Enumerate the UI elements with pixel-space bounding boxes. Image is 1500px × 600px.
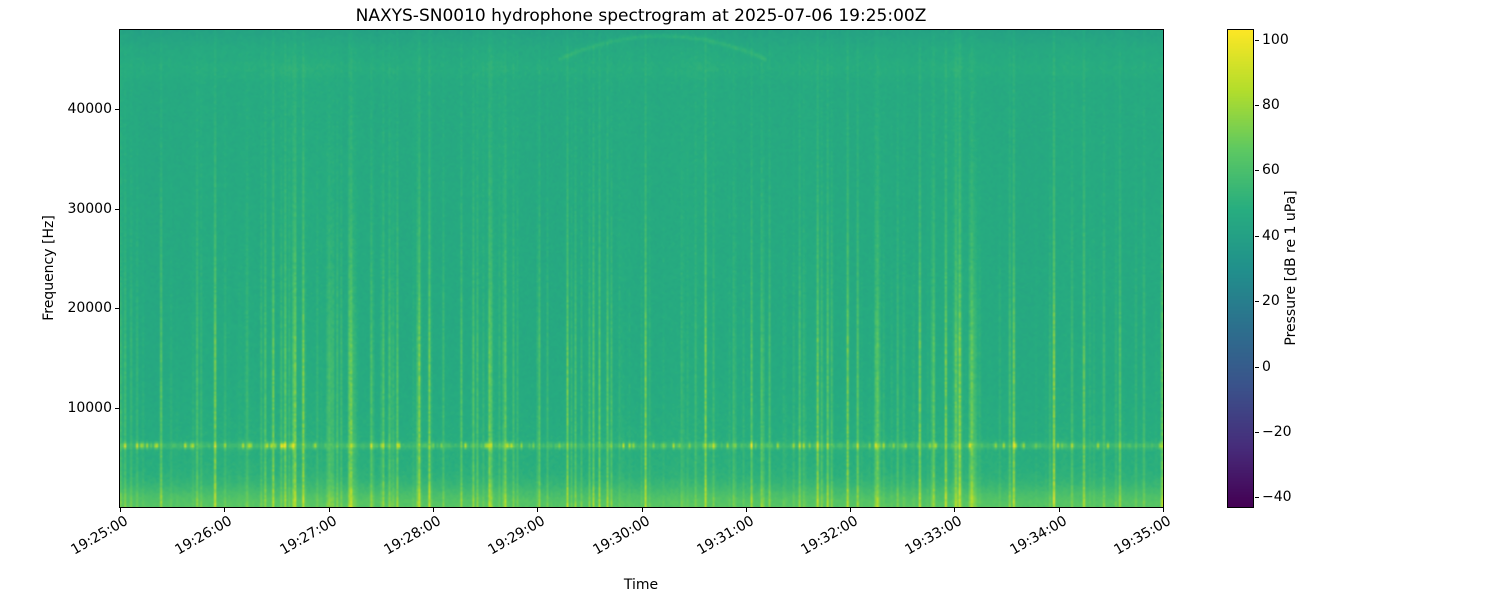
x-tick-label: 19:27:00 (277, 513, 340, 559)
x-tick-label: 19:31:00 (694, 513, 757, 559)
y-tick-label: 40000 (67, 101, 112, 117)
x-tick-label: 19:30:00 (590, 513, 653, 559)
colorbar-tick-label: 40 (1262, 228, 1280, 244)
colorbar-tick-mark (1255, 497, 1259, 498)
colorbar-tick-label: 60 (1262, 162, 1280, 178)
x-axis-label: Time (623, 577, 659, 593)
x-tick-label: 19:33:00 (902, 513, 965, 559)
y-tick-mark (115, 308, 119, 309)
x-tick-label: 19:35:00 (1111, 513, 1174, 559)
spectrogram-heatmap (119, 29, 1164, 508)
x-tick-mark (850, 508, 851, 512)
y-axis-label: Frequency [Hz] (41, 215, 57, 321)
colorbar-label: Pressure [dB re 1 uPa] (1283, 190, 1299, 346)
colorbar-tick-mark (1255, 40, 1259, 41)
x-tick-label: 19:32:00 (798, 513, 861, 559)
x-tick-mark (433, 508, 434, 512)
colorbar-tick-mark (1255, 236, 1259, 237)
colorbar-tick-label: −20 (1262, 424, 1292, 440)
x-tick-mark (537, 508, 538, 512)
colorbar-gradient (1227, 29, 1254, 508)
x-tick-label: 19:25:00 (68, 513, 131, 559)
x-tick-label: 19:26:00 (172, 513, 235, 559)
colorbar-tick-mark (1255, 105, 1259, 106)
colorbar-tick-label: 20 (1262, 293, 1280, 309)
y-tick-mark (115, 209, 119, 210)
y-tick-label: 20000 (67, 300, 112, 316)
colorbar-tick-mark (1255, 432, 1259, 433)
x-tick-mark (329, 508, 330, 512)
x-tick-label: 19:34:00 (1007, 513, 1070, 559)
colorbar-tick-label: 80 (1262, 97, 1280, 113)
x-tick-label: 19:29:00 (485, 513, 548, 559)
colorbar-tick-mark (1255, 170, 1259, 171)
x-tick-label: 19:28:00 (381, 513, 444, 559)
y-tick-mark (115, 109, 119, 110)
colorbar-tick-label: −40 (1262, 489, 1292, 505)
colorbar-tick-mark (1255, 367, 1259, 368)
colorbar-tick-label: 0 (1262, 359, 1271, 375)
x-tick-mark (120, 508, 121, 512)
x-tick-mark (1163, 508, 1164, 512)
x-tick-mark (954, 508, 955, 512)
x-tick-mark (224, 508, 225, 512)
colorbar-tick-label: 100 (1262, 32, 1289, 48)
y-tick-mark (115, 408, 119, 409)
colorbar-tick-mark (1255, 301, 1259, 302)
chart-title: NAXYS-SN0010 hydrophone spectrogram at 2… (355, 6, 927, 26)
x-tick-mark (1059, 508, 1060, 512)
y-tick-label: 10000 (67, 400, 112, 416)
y-tick-label: 30000 (67, 201, 112, 217)
x-tick-mark (642, 508, 643, 512)
x-tick-mark (746, 508, 747, 512)
